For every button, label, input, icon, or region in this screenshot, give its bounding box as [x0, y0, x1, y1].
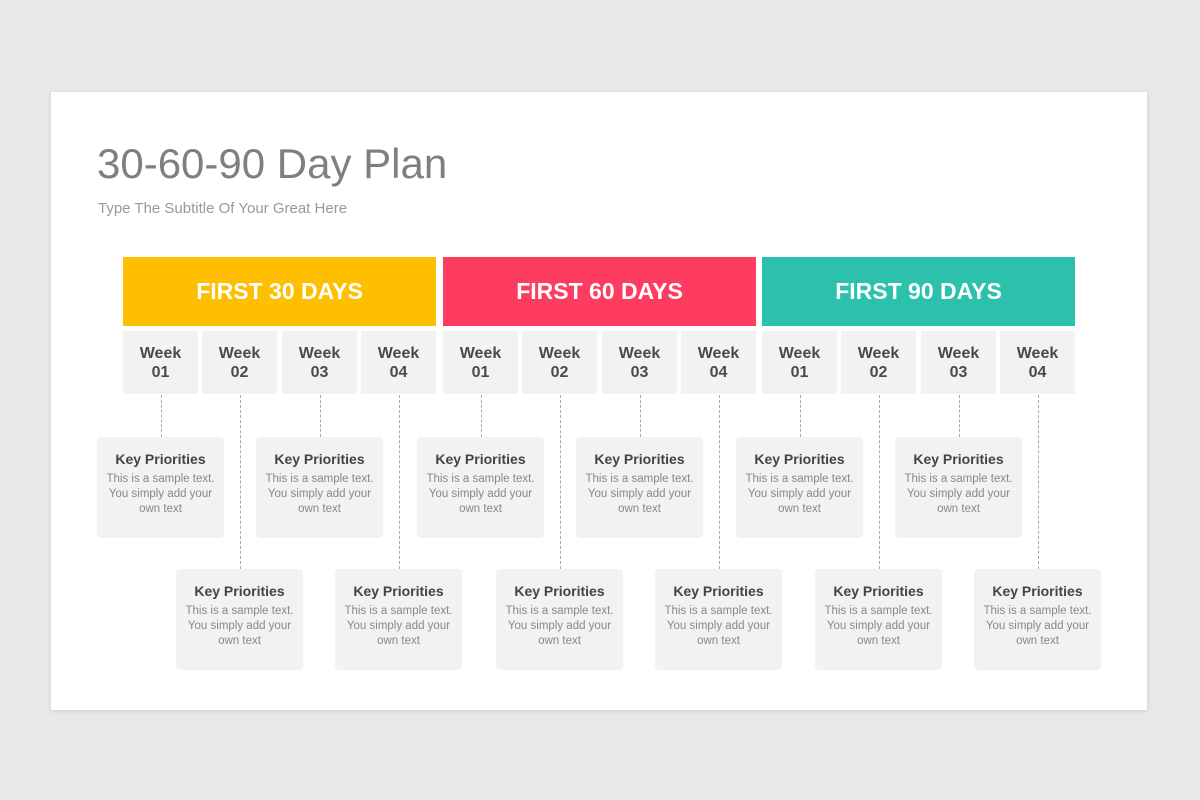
- week-cell: Week 02: [202, 331, 277, 394]
- card-body: This is a sample text. You simply add yo…: [824, 605, 933, 647]
- connector-line: [161, 395, 162, 437]
- connector-line: [959, 395, 960, 437]
- card-title: Key Priorities: [274, 451, 365, 467]
- connector-line: [640, 395, 641, 437]
- priority-card: Key Priorities This is a sample text. You…: [256, 437, 383, 538]
- priority-card: Key Priorities This is a sample text. You…: [895, 437, 1022, 538]
- phase-header: FIRST 90 DAYS: [762, 257, 1075, 326]
- week-cell: Week 03: [602, 331, 677, 394]
- card-title: Key Priorities: [833, 583, 924, 599]
- card-title: Key Priorities: [514, 583, 605, 599]
- week-label: Week 01: [778, 344, 821, 381]
- connector-line: [879, 395, 880, 569]
- card-title: Key Priorities: [594, 451, 685, 467]
- priority-card: Key Priorities This is a sample text. You…: [417, 437, 544, 538]
- card-title: Key Priorities: [353, 583, 444, 599]
- card-title: Key Priorities: [435, 451, 526, 467]
- week-cell: Week 01: [762, 331, 837, 394]
- week-cell: Week 03: [921, 331, 996, 394]
- connector-line: [399, 395, 400, 569]
- week-cell: Week 04: [361, 331, 436, 394]
- connector-line: [481, 395, 482, 437]
- week-label: Week 04: [377, 344, 420, 381]
- priority-card: Key Priorities This is a sample text. You…: [496, 569, 623, 670]
- card-title: Key Priorities: [992, 583, 1083, 599]
- week-label: Week 01: [459, 344, 502, 381]
- card-title: Key Priorities: [194, 583, 285, 599]
- connector-line: [719, 395, 720, 569]
- connector-line: [240, 395, 241, 569]
- page-title: 30-60-90 Day Plan: [97, 140, 448, 187]
- card-title: Key Priorities: [673, 583, 764, 599]
- card-body: This is a sample text. You simply add yo…: [106, 473, 215, 515]
- week-label: Week 04: [1016, 344, 1059, 381]
- week-label: Week 02: [538, 344, 581, 381]
- week-label: Week 03: [298, 344, 341, 381]
- priority-card: Key Priorities This is a sample text. You…: [974, 569, 1101, 670]
- week-cell: Week 01: [123, 331, 198, 394]
- page-subtitle: Type The Subtitle Of Your Great Here: [98, 200, 348, 217]
- card-title: Key Priorities: [913, 451, 1004, 467]
- connector-line: [1038, 395, 1039, 569]
- card-title: Key Priorities: [115, 451, 206, 467]
- priority-card: Key Priorities This is a sample text. You…: [576, 437, 703, 538]
- priority-card: Key Priorities This is a sample text. You…: [335, 569, 462, 670]
- week-label: Week 02: [857, 344, 900, 381]
- week-cell: Week 02: [522, 331, 597, 394]
- card-body: This is a sample text. You simply add yo…: [426, 473, 535, 515]
- week-cell: Week 04: [681, 331, 756, 394]
- card-body: This is a sample text. You simply add yo…: [185, 605, 294, 647]
- week-label: Week 03: [618, 344, 661, 381]
- week-label: Week 04: [697, 344, 740, 381]
- card-body: This is a sample text. You simply add yo…: [904, 473, 1013, 515]
- phase-header: FIRST 60 DAYS: [443, 257, 756, 326]
- card-body: This is a sample text. You simply add yo…: [745, 473, 854, 515]
- priority-card: Key Priorities This is a sample text. You…: [736, 437, 863, 538]
- card-title: Key Priorities: [754, 451, 845, 467]
- connector-line: [560, 395, 561, 569]
- card-body: This is a sample text. You simply add yo…: [664, 605, 773, 647]
- week-cell: Week 04: [1000, 331, 1075, 394]
- week-cell: Week 02: [841, 331, 916, 394]
- card-body: This is a sample text. You simply add yo…: [505, 605, 614, 647]
- week-label: Week 02: [218, 344, 261, 381]
- phase-header: FIRST 30 DAYS: [123, 257, 436, 326]
- card-body: This is a sample text. You simply add yo…: [265, 473, 374, 515]
- priority-card: Key Priorities This is a sample text. You…: [815, 569, 942, 670]
- priority-card: Key Priorities This is a sample text. You…: [655, 569, 782, 670]
- card-body: This is a sample text. You simply add yo…: [344, 605, 453, 647]
- priority-card: Key Priorities This is a sample text. You…: [97, 437, 224, 538]
- week-cell: Week 01: [443, 331, 518, 394]
- connector-line: [320, 395, 321, 437]
- week-cell: Week 03: [282, 331, 357, 394]
- week-label: Week 03: [937, 344, 980, 381]
- week-label: Week 01: [139, 344, 182, 381]
- card-body: This is a sample text. You simply add yo…: [983, 605, 1092, 647]
- card-body: This is a sample text. You simply add yo…: [585, 473, 694, 515]
- connector-line: [800, 395, 801, 437]
- priority-card: Key Priorities This is a sample text. You…: [176, 569, 303, 670]
